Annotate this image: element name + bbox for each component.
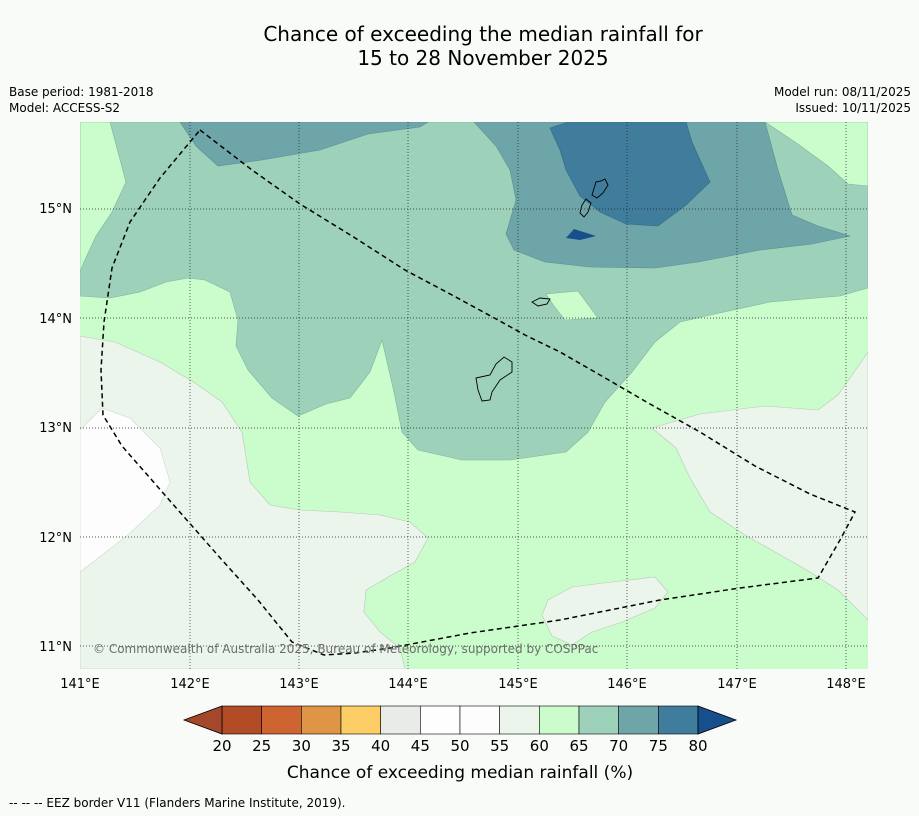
island-guam (475, 356, 513, 402)
colorbar-tick-label: 45 (411, 737, 430, 755)
lon-gridlines (189, 122, 847, 669)
lon-label-148e: 148°E (826, 677, 866, 692)
island-tinian (579, 198, 592, 218)
meta-left: Base period: 1981-2018 Model: ACCESS-S2 (9, 84, 154, 116)
contour-60-65-hole (545, 290, 599, 321)
lon-axis-labels: 141°E 142°E 143°E 144°E 145°E 146°E 147°… (60, 677, 866, 692)
colorbar-swatch (380, 705, 421, 735)
contour-55-60-east (651, 351, 868, 621)
colorbar-tick-label: 75 (649, 737, 668, 755)
colorbar-swatch (578, 705, 619, 735)
island-saipan (591, 178, 609, 199)
meta-right: Model run: 08/11/2025 Issued: 10/11/2025 (774, 84, 911, 116)
colorbar-tick-label: 25 (252, 737, 271, 755)
colorbar-swatch (658, 705, 699, 735)
contour-80-plus (566, 229, 596, 240)
colorbar-swatch (261, 705, 302, 735)
lon-label-144e: 144°E (388, 677, 428, 692)
contour-50-55-west (80, 407, 171, 573)
lon-label-142e: 142°E (170, 677, 210, 692)
colorbar-swatch (340, 705, 381, 735)
colorbar-tick-label: 65 (569, 737, 588, 755)
eez-border (100, 128, 857, 656)
colorbar-swatch (221, 705, 262, 735)
rainfall-contours: © Commonwealth of Australia 2025, Bureau… (80, 122, 868, 669)
colorbar-tick-label: 50 (450, 737, 469, 755)
colorbar-tick-label: 80 (688, 737, 707, 755)
colorbar-tick-label: 30 (292, 737, 311, 755)
colorbar: 20 25 30 35 40 45 50 55 60 65 70 75 80 Chance of exc… (182, 705, 738, 783)
island-rota (531, 297, 551, 307)
colorbar-tick-label: 20 (212, 737, 231, 755)
contour-75-80 (549, 122, 711, 227)
islands (475, 178, 609, 402)
lon-label-147e: 147°E (717, 677, 757, 692)
colorbar-high-arrow (697, 705, 738, 735)
colorbar-swatch (459, 705, 500, 735)
map-title: Chance of exceeding the median rainfall … (0, 22, 919, 70)
colorbar-tick-label: 70 (609, 737, 628, 755)
lon-label-146e: 146°E (607, 677, 647, 692)
colorbar-tick-labels: 20 25 30 35 40 45 50 55 60 65 70 75 80 (212, 737, 707, 755)
lat-label-12n: 12°N (39, 531, 72, 546)
lat-label-13n: 13°N (39, 421, 72, 436)
issued-label: Issued: 10/11/2025 (795, 101, 911, 115)
contour-55-60-south (541, 576, 669, 646)
lon-label-143e: 143°E (279, 677, 319, 692)
colorbar-swatch (301, 705, 342, 735)
eez-footnote: -- -- -- EEZ border V11 (Flanders Marine… (9, 796, 346, 810)
colorbar-tick-label: 60 (530, 737, 549, 755)
lat-axis-labels: 15°N 14°N 13°N 12°N 11°N (39, 202, 72, 655)
lat-label-11n: 11°N (39, 640, 72, 655)
colorbar-swatch (420, 705, 461, 735)
lat-label-15n: 15°N (39, 202, 72, 217)
copyright-notice: © Commonwealth of Australia 2025, Bureau… (93, 642, 598, 656)
lat-gridlines (80, 208, 868, 647)
model-run-label: Model run: 08/11/2025 (773, 85, 911, 99)
contour-60-65-northeast (764, 122, 868, 187)
model-label: Model: ACCESS-S2 (9, 101, 121, 115)
colorbar-tick-label: 40 (371, 737, 390, 755)
colorbar-swatch (618, 705, 659, 735)
lon-label-141e: 141°E (60, 677, 100, 692)
map-title-line-2: 15 to 28 November 2025 (357, 46, 609, 70)
colorbar-swatches (221, 705, 699, 735)
contour-70-75-north (179, 122, 429, 167)
map-title-line-1: Chance of exceeding the median rainfall … (263, 22, 703, 46)
colorbar-swatch (499, 705, 540, 735)
colorbar-swatch (539, 705, 580, 735)
lon-label-145e: 145°E (498, 677, 538, 692)
colorbar-tick-label: 35 (331, 737, 350, 755)
colorbar-low-arrow (182, 705, 223, 735)
colorbar-tick-label: 55 (490, 737, 509, 755)
lat-label-14n: 14°N (39, 312, 72, 327)
colorbar-label: Chance of exceeding median rainfall (%) (287, 763, 633, 783)
contour-60-65-northwest (80, 122, 127, 273)
contour-55-60-southwest (80, 335, 429, 669)
base-period-label: Base period: 1981-2018 (9, 85, 154, 99)
